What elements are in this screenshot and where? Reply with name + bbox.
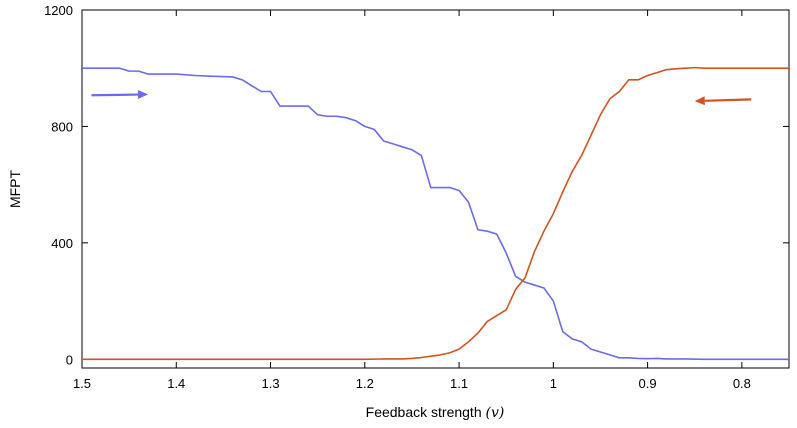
arrow-head [137,90,148,100]
series-line-2 [82,66,789,361]
x-axis-label-symbol: (v) [486,405,505,421]
x-tick-label: 1.3 [261,376,279,391]
direction-arrow-2 [694,96,752,106]
plot-frame [81,9,790,369]
x-tick-label: 1.5 [73,376,91,391]
x-axis-label: Feedback strength (v) [366,404,505,421]
x-tick-label: 1 [550,376,557,391]
arrow-shaft [704,98,752,102]
x-axis-label-text: Feedback strength [366,404,482,420]
y-tick-label: 400 [51,236,73,251]
series-line-1 [82,67,789,361]
y-tick-label: 800 [51,119,73,134]
direction-arrow-1 [91,90,148,100]
arrow-head [694,96,705,106]
tick-labels: 1.5 1.4 1.3 1.2 1.1 1 0.9 0.8 0 400 800 1200 [44,3,751,391]
y-axis-label: MFPT [7,170,23,209]
arrow-shaft [91,93,139,97]
x-tick-label: 1.2 [356,376,374,391]
x-tick-label: 1.4 [167,376,185,391]
y-tick-label: 0 [66,352,73,367]
series-layer [82,66,789,361]
axis-ticks [81,9,789,368]
y-tick-label: 1200 [44,3,73,18]
x-tick-label: 0.9 [639,376,657,391]
direction-arrows [91,90,752,106]
x-tick-label: 0.8 [733,376,751,391]
x-tick-label: 1.1 [450,376,468,391]
